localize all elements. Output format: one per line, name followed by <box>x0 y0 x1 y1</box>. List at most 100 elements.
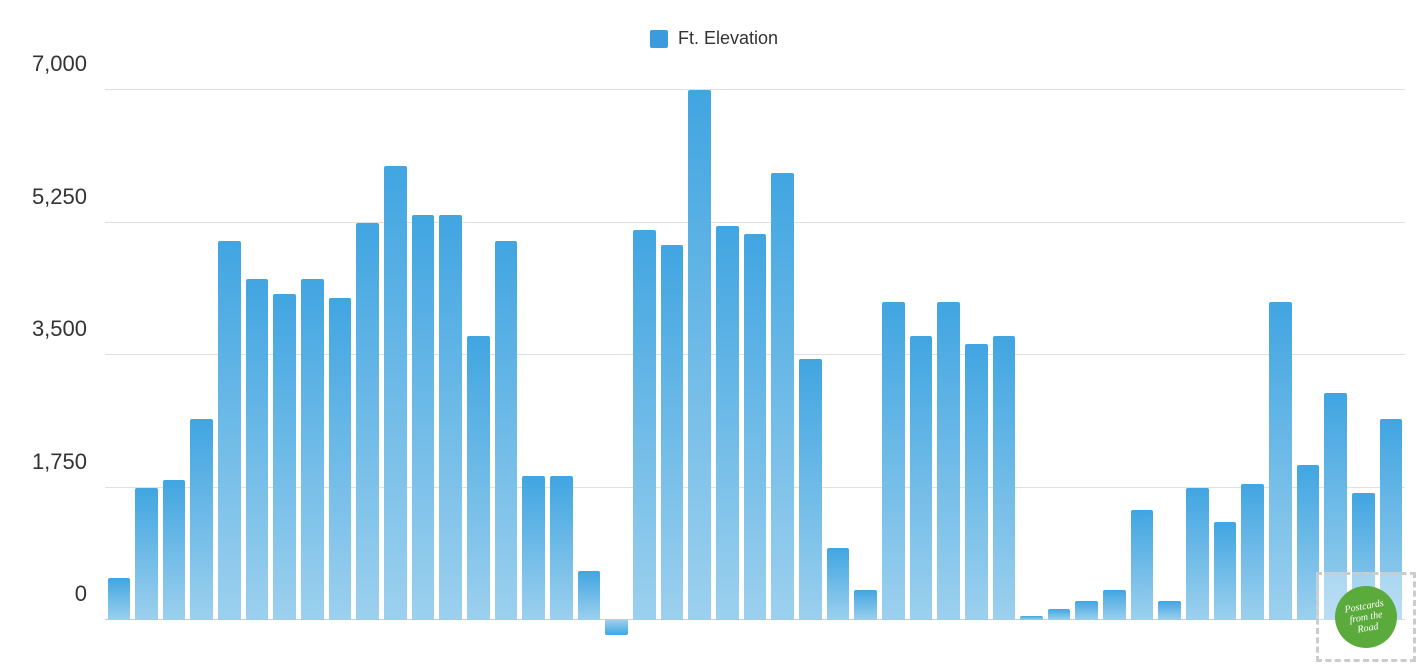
bar <box>439 215 462 620</box>
y-axis: 01,7503,5005,2507,000 <box>25 90 95 620</box>
bar-slot <box>1239 90 1267 620</box>
bar-slot <box>105 90 133 620</box>
y-tick: 7,000 <box>25 51 95 77</box>
bar-slot <box>548 90 576 620</box>
bar-slot <box>935 90 963 620</box>
y-tick: 0 <box>25 581 95 607</box>
bar-slot <box>299 90 327 620</box>
bar <box>1241 484 1264 620</box>
bar <box>771 173 794 620</box>
bar-slot <box>520 90 548 620</box>
bar <box>135 488 158 621</box>
bar-slot <box>852 90 880 620</box>
bar-slot <box>1377 90 1405 620</box>
bar <box>799 359 822 620</box>
bar <box>218 241 241 620</box>
bar <box>1352 493 1375 620</box>
bar-slot <box>1101 90 1129 620</box>
bar <box>1103 590 1126 620</box>
bar-slot <box>1128 90 1156 620</box>
bars-group <box>105 90 1405 620</box>
bar-slot <box>769 90 797 620</box>
bar-slot <box>1018 90 1046 620</box>
bar <box>384 166 407 620</box>
bar <box>605 620 628 635</box>
y-tick: 3,500 <box>25 316 95 342</box>
y-tick-label: 7,000 <box>32 51 95 77</box>
bar-slot <box>962 90 990 620</box>
bar <box>1158 601 1181 620</box>
bar-slot <box>465 90 493 620</box>
bar-slot <box>603 90 631 620</box>
bar <box>301 279 324 620</box>
bar <box>467 336 490 620</box>
bar-slot <box>713 90 741 620</box>
bar <box>661 245 684 620</box>
bar <box>1324 393 1347 620</box>
elevation-chart: 01,7503,5005,2507,000 <box>25 90 1405 620</box>
bar <box>744 234 767 620</box>
bar <box>578 571 601 620</box>
bar-slot <box>630 90 658 620</box>
bar <box>854 590 877 620</box>
bar-slot <box>1184 90 1212 620</box>
y-tick-label: 1,750 <box>32 449 95 475</box>
bar <box>1186 488 1209 621</box>
plot-area <box>105 90 1405 620</box>
bar <box>163 480 186 620</box>
bar-slot <box>216 90 244 620</box>
bar-slot <box>824 90 852 620</box>
bar-slot <box>575 90 603 620</box>
bar-slot <box>409 90 437 620</box>
bar <box>522 476 545 620</box>
bar <box>716 226 739 620</box>
bar-slot <box>437 90 465 620</box>
bar <box>550 476 573 620</box>
bar-slot <box>686 90 714 620</box>
bar <box>827 548 850 620</box>
y-tick-label: 3,500 <box>32 316 95 342</box>
bar-slot <box>1211 90 1239 620</box>
stamp-line3: Road <box>1357 621 1380 635</box>
bar-slot <box>1322 90 1350 620</box>
bar <box>882 302 905 620</box>
y-tick: 5,250 <box>25 184 95 210</box>
bar-slot <box>133 90 161 620</box>
bar-slot <box>326 90 354 620</box>
bar <box>1020 616 1043 620</box>
bar-slot <box>160 90 188 620</box>
bar <box>108 578 131 620</box>
bar <box>633 230 656 620</box>
bar-slot <box>492 90 520 620</box>
bar-slot <box>382 90 410 620</box>
bar-slot <box>796 90 824 620</box>
bar <box>688 90 711 620</box>
bar <box>1297 465 1320 620</box>
bar-slot <box>1156 90 1184 620</box>
bar-slot <box>1267 90 1295 620</box>
y-tick: 1,750 <box>25 449 95 475</box>
bar <box>273 294 296 620</box>
bar <box>1269 302 1292 620</box>
bar <box>329 298 352 620</box>
bar <box>937 302 960 620</box>
bar-slot <box>243 90 271 620</box>
bar-slot <box>188 90 216 620</box>
bar <box>1131 510 1154 620</box>
chart-legend: Ft. Elevation <box>650 28 778 49</box>
bar-slot <box>271 90 299 620</box>
y-tick-label: 5,250 <box>32 184 95 210</box>
legend-label: Ft. Elevation <box>678 28 778 49</box>
bar-slot <box>990 90 1018 620</box>
bar-slot <box>1294 90 1322 620</box>
bar-slot <box>907 90 935 620</box>
bar <box>910 336 933 620</box>
bar-slot <box>741 90 769 620</box>
y-tick-label: 0 <box>75 581 95 607</box>
bar <box>1380 419 1403 620</box>
bar <box>246 279 269 620</box>
bar-slot <box>658 90 686 620</box>
bar <box>190 419 213 620</box>
bar <box>412 215 435 620</box>
legend-swatch <box>650 30 668 48</box>
